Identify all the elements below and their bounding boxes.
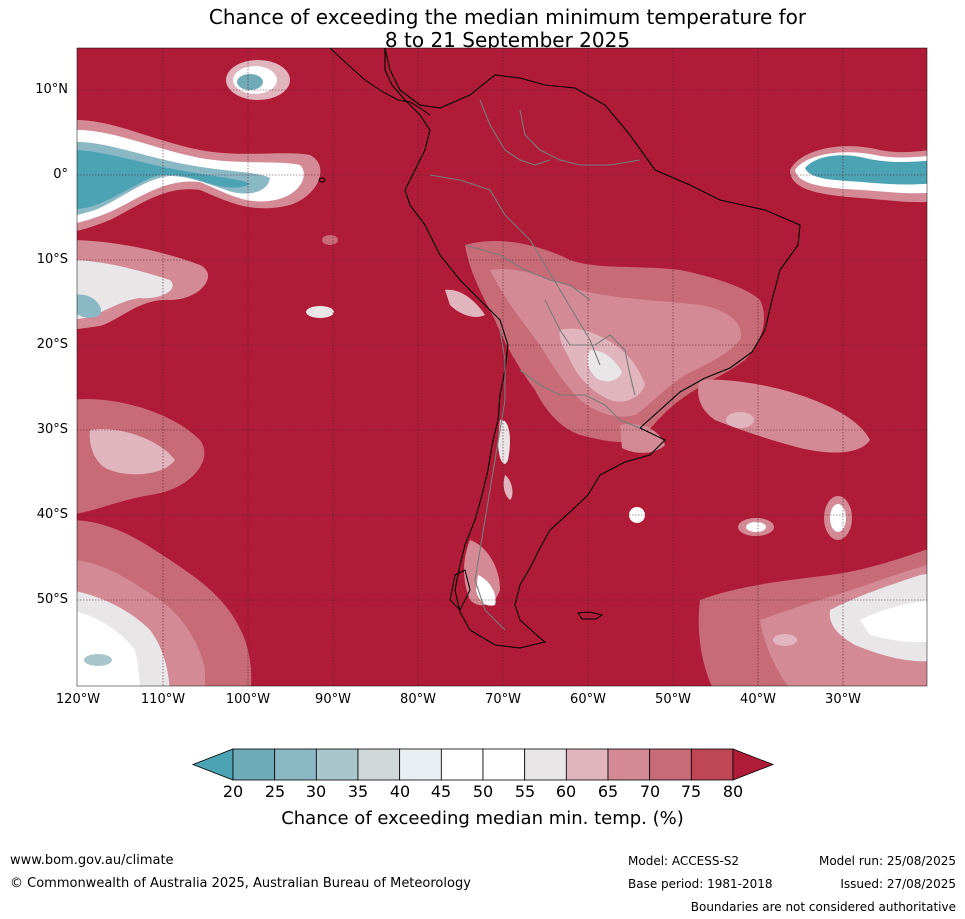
colorbar-swatch — [315, 748, 359, 781]
lat-label-30s: 30°S — [36, 422, 68, 437]
colorbar-title: Chance of exceeding median min. temp. (%… — [281, 808, 684, 829]
lat-label-0: 0° — [53, 167, 68, 182]
lon-label-70w: 70°W — [485, 692, 521, 707]
lat-label-20s: 20°S — [36, 337, 68, 352]
southwest-atlantic-pattern — [629, 379, 927, 686]
colorbar — [191, 748, 775, 781]
colorbar-tick-70: 70 — [639, 782, 661, 801]
map-title-line2: 8 to 21 September 2025 — [384, 28, 631, 52]
footer-model: Model: ACCESS-S2 — [628, 854, 740, 868]
lon-label-30w: 30°W — [825, 692, 861, 707]
colorbar-tick-75: 75 — [680, 782, 702, 801]
map-islands — [318, 177, 604, 620]
colorbar-swatch — [565, 748, 609, 781]
cool-patch-north — [226, 60, 290, 100]
country-borders — [429, 99, 641, 631]
colorbar-swatch — [690, 748, 734, 781]
colorbar-tick-25: 25 — [264, 782, 286, 801]
map-frame — [76, 47, 928, 687]
colorbar-swatch — [482, 748, 526, 781]
colorbar-swatch — [607, 748, 651, 781]
footer-model-run: Model run: 25/08/2025 — [818, 854, 956, 868]
land-anomaly-pattern — [445, 240, 765, 606]
footer-boundaries-note: Boundaries are not considered authoritat… — [690, 900, 956, 914]
lon-label-120w: 120°W — [55, 692, 101, 707]
colorbar-tick-65: 65 — [597, 782, 619, 801]
southeast-pacific-pattern — [77, 520, 252, 686]
lon-label-60w: 60°W — [570, 692, 606, 707]
colorbar-tick-35: 35 — [347, 782, 369, 801]
colorbar-tick-50: 50 — [472, 782, 494, 801]
central-america-coastline — [329, 48, 431, 116]
colorbar-tick-60: 60 — [555, 782, 577, 801]
lon-label-40w: 40°W — [740, 692, 776, 707]
colorbar-swatch — [440, 748, 484, 781]
colorbar-swatch — [524, 748, 567, 781]
colorbar-swatch — [649, 748, 692, 781]
colorbar-tick-20: 20 — [222, 782, 244, 801]
lat-label-40s: 40°S — [36, 507, 68, 522]
colorbar-tick-30: 30 — [305, 782, 327, 801]
footer-issued: Issued: 27/08/2025 — [840, 877, 956, 891]
colorbar-tick-80: 80 — [722, 782, 744, 801]
lat-label-50s: 50°S — [36, 592, 68, 607]
lon-label-50w: 50°W — [655, 692, 691, 707]
colorbar-tick-40: 40 — [389, 782, 411, 801]
footer-base-period: Base period: 1981-2018 — [628, 877, 773, 891]
colorbar-swatch — [274, 748, 317, 781]
colorbar-swatch — [357, 748, 401, 781]
south-america-coastline — [384, 48, 801, 649]
colorbar-tick-55: 55 — [514, 782, 536, 801]
colorbar-arrow-low — [191, 748, 234, 781]
atlantic-cool-anomaly — [790, 146, 927, 203]
eastern-pacific-pattern — [77, 235, 338, 514]
lon-label-90w: 90°W — [315, 692, 351, 707]
pacific-cool-anomaly — [77, 119, 321, 231]
colorbar-arrow-high — [732, 748, 775, 781]
lon-label-110w: 110°W — [140, 692, 186, 707]
footer-copyright: © Commonwealth of Australia 2025, Austra… — [10, 876, 471, 891]
map-gridlines — [77, 48, 927, 686]
colorbar-swatch — [399, 748, 442, 781]
map-title-line1: Chance of exceeding the median minimum t… — [208, 5, 807, 29]
lat-label-10n: 10°N — [35, 82, 68, 97]
lon-label-80w: 80°W — [400, 692, 436, 707]
lon-label-100w: 100°W — [225, 692, 271, 707]
colorbar-tick-45: 45 — [430, 782, 452, 801]
footer-url: www.bom.gov.au/climate — [10, 853, 174, 868]
lat-label-10s: 10°S — [36, 252, 68, 267]
map-field — [77, 48, 927, 686]
colorbar-swatch — [232, 748, 276, 781]
